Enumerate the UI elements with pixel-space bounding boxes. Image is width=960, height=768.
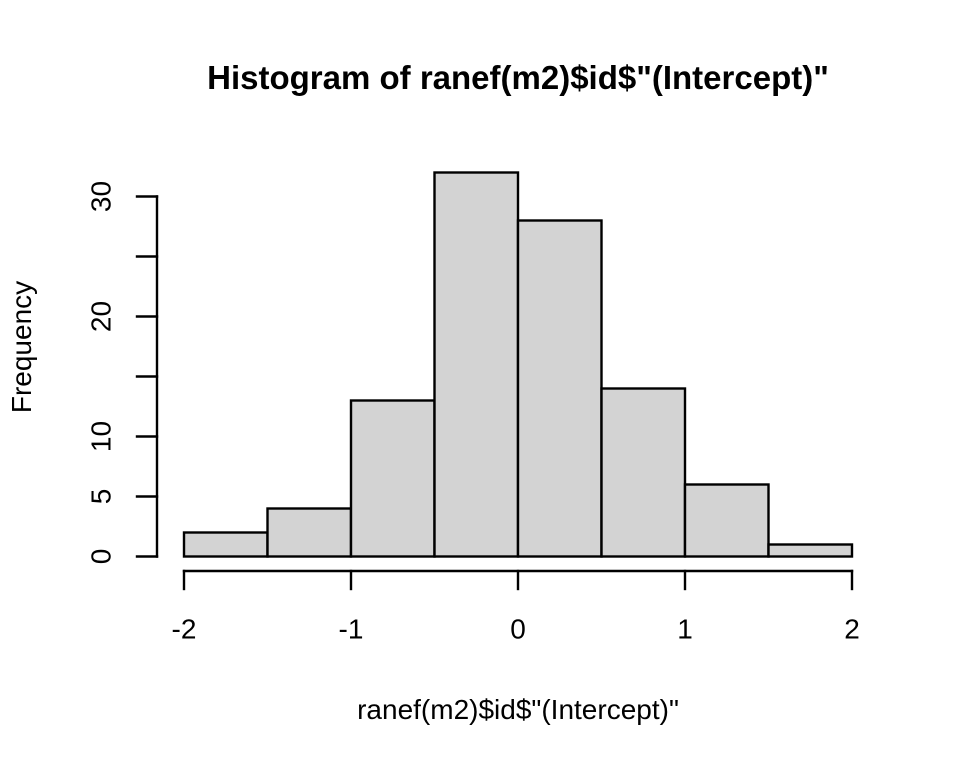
histogram-bar bbox=[683, 483, 770, 558]
x-tick-label: -1 bbox=[339, 614, 364, 645]
histogram-bar bbox=[182, 531, 269, 558]
y-axis-label: Frequency bbox=[6, 280, 37, 414]
histogram-bar bbox=[516, 219, 603, 558]
x-tick-label: 2 bbox=[844, 614, 860, 645]
histogram-bar bbox=[767, 543, 854, 558]
y-tick-label: 20 bbox=[86, 301, 117, 332]
x-tick-label: -2 bbox=[172, 614, 197, 645]
histogram-bar bbox=[600, 387, 687, 558]
x-axis-label: ranef(m2)$id$"(Intercept)" bbox=[357, 694, 679, 725]
y-tick-label: 0 bbox=[86, 549, 117, 565]
histogram-bar bbox=[433, 171, 520, 558]
x-tick-label: 1 bbox=[677, 614, 693, 645]
histogram-bar bbox=[349, 399, 436, 558]
y-tick-label: 5 bbox=[86, 489, 117, 505]
y-tick-label: 10 bbox=[86, 421, 117, 452]
chart-title: Histogram of ranef(m2)$id$"(Intercept)" bbox=[207, 59, 829, 96]
histogram-bar bbox=[266, 507, 353, 558]
x-tick-label: 0 bbox=[510, 614, 526, 645]
y-tick-label: 30 bbox=[86, 181, 117, 212]
